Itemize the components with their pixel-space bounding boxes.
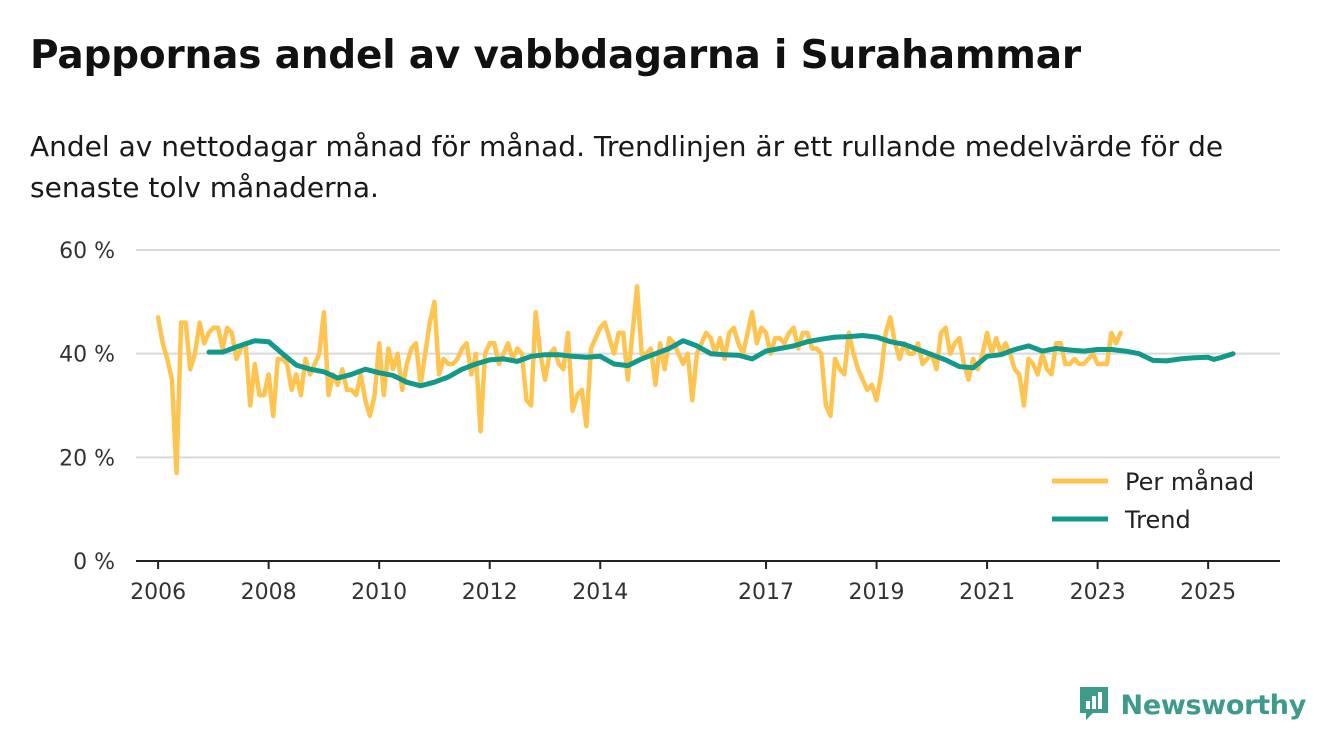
newsworthy-logo-icon xyxy=(1077,684,1111,726)
brand: Newsworthy xyxy=(1077,684,1306,726)
x-tick-label: 2017 xyxy=(738,580,794,605)
y-tick-label: 60 % xyxy=(59,239,115,264)
y-axis-ticks: 0 % 20 % 40 % 60 % xyxy=(59,239,115,575)
series-line-trend xyxy=(206,333,1236,389)
y-tick-label: 20 % xyxy=(59,446,115,471)
y-tick-label: 40 % xyxy=(59,343,115,368)
x-tick-label: 2010 xyxy=(351,580,407,605)
x-tick-label: 2021 xyxy=(959,580,1015,605)
chart-subtitle: Andel av nettodagar månad för månad. Tre… xyxy=(30,130,1224,204)
x-axis-ticks: 2006 2008 2010 2012 2014 2017 2019 2021 2023 2025 xyxy=(130,561,1236,605)
series-line-per-manad xyxy=(155,284,1123,476)
x-tick-label: 2008 xyxy=(241,580,297,605)
chart-title: Pappornas andel av vabbdagarna i Suraham… xyxy=(30,33,1081,78)
brand-name: Newsworthy xyxy=(1120,689,1307,721)
x-tick-label: 2023 xyxy=(1070,580,1126,605)
legend: Per månad Trend xyxy=(1052,467,1254,534)
x-tick-label: 2012 xyxy=(462,580,518,605)
legend-label-trend: Trend xyxy=(1124,506,1191,534)
series-layer xyxy=(155,284,1236,476)
legend-label-per-manad: Per månad xyxy=(1125,467,1254,496)
x-tick-label: 2006 xyxy=(130,580,186,605)
y-tick-label: 0 % xyxy=(73,550,115,575)
x-tick-label: 2014 xyxy=(572,580,628,605)
x-tick-label: 2025 xyxy=(1180,580,1236,605)
x-tick-label: 2019 xyxy=(849,580,905,605)
